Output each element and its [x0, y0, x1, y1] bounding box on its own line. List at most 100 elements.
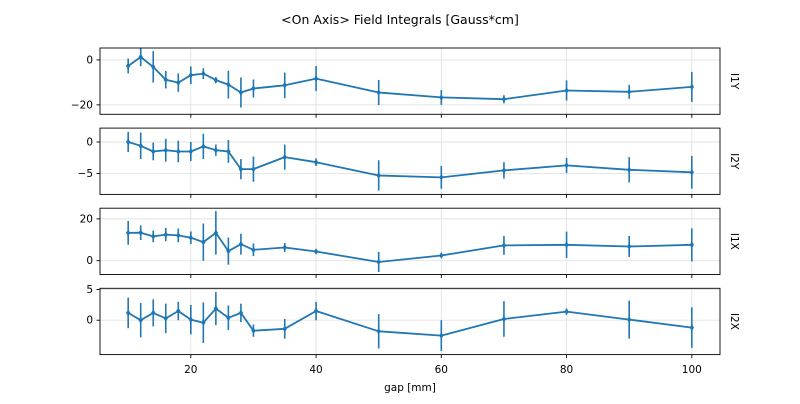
x-tick-label: 80 — [560, 364, 573, 376]
data-point-marker — [313, 307, 319, 315]
data-point-marker — [564, 308, 569, 315]
markers — [125, 305, 695, 339]
data-point-marker — [201, 143, 206, 150]
panel-frame — [99, 287, 721, 356]
data-point-marker — [238, 89, 244, 96]
data-point-marker — [564, 87, 569, 94]
panel-frame — [99, 47, 721, 115]
data-point-marker — [151, 309, 156, 317]
y-tick-label: 0 — [86, 136, 93, 148]
data-point-marker — [176, 232, 181, 239]
data-point-marker — [138, 316, 143, 324]
data-point-marker — [501, 242, 507, 249]
data-point-marker — [163, 231, 168, 238]
data-point-marker — [564, 241, 569, 249]
data-point-marker — [626, 316, 632, 323]
ticks — [96, 141, 693, 198]
data-point-marker — [501, 167, 507, 174]
y-tick-label: 0 — [86, 315, 93, 327]
data-point-marker — [376, 258, 381, 266]
data-point-marker — [188, 71, 194, 79]
y-tick-label: −20 — [71, 99, 93, 111]
data-point-marker — [226, 247, 231, 255]
data-point-marker — [238, 165, 244, 173]
data-point-marker — [201, 319, 206, 326]
subplot-panels: 0 −20 I1Y 0 −5 I2Y 20 0 I1X 5 0 20 40 60 80 100 I2X — [71, 47, 740, 376]
data-point-marker — [125, 138, 131, 146]
data-point-marker — [151, 148, 156, 155]
data-point-marker — [689, 83, 695, 91]
data-point-marker — [282, 325, 287, 333]
data-point-marker — [376, 172, 381, 179]
panel-right-label: I1Y — [728, 73, 740, 90]
data-point-marker — [626, 166, 632, 174]
data-point-marker — [439, 94, 444, 101]
panel-right-label: I2Y — [728, 153, 740, 170]
data-point-marker — [151, 63, 156, 71]
data-point-marker — [138, 53, 143, 61]
panel-frame — [99, 207, 721, 275]
data-point-marker — [282, 82, 287, 89]
ticks — [96, 289, 693, 359]
data-point-marker — [138, 142, 143, 150]
panel-right-label: I2X — [728, 313, 740, 330]
data-point-marker — [125, 309, 131, 317]
data-point-marker — [176, 307, 181, 315]
data-point-marker — [501, 95, 507, 103]
data-point-marker — [238, 240, 244, 248]
panel-i2y: 0 −5 I2Y — [78, 127, 740, 198]
data-point-marker — [151, 233, 156, 240]
data-point-marker — [163, 315, 168, 322]
data-point-marker — [439, 174, 444, 181]
data-point-marker — [125, 229, 131, 237]
data-point-marker — [213, 76, 219, 84]
x-tick-label: 100 — [682, 364, 702, 376]
data-point-marker — [201, 70, 206, 77]
data-point-marker — [188, 316, 194, 323]
y-tick-label: 0 — [86, 54, 93, 66]
data-point-marker — [251, 246, 256, 254]
data-point-marker — [163, 76, 168, 83]
y-tick-label: 20 — [80, 213, 93, 225]
data-point-marker — [689, 241, 695, 249]
data-point-marker — [213, 229, 219, 237]
data-point-marker — [689, 324, 695, 331]
data-point-marker — [376, 327, 381, 335]
data-point-marker — [439, 252, 444, 259]
data-point-marker — [226, 148, 231, 155]
data-point-marker — [213, 146, 219, 154]
x-tick-label: 60 — [435, 364, 448, 376]
data-point-marker — [626, 88, 632, 96]
data-point-marker — [376, 89, 381, 96]
data-point-marker — [439, 332, 444, 339]
figure-title: <On Axis> Field Integrals [Gauss*cm] — [281, 12, 519, 27]
data-point-marker — [689, 169, 695, 176]
data-point-marker — [282, 153, 287, 161]
data-point-marker — [564, 162, 569, 169]
data-point-marker — [163, 146, 168, 154]
gridlines — [100, 208, 720, 275]
data-point-marker — [176, 148, 181, 155]
data-point-marker — [251, 85, 256, 92]
data-point-marker — [176, 79, 181, 86]
data-point-marker — [313, 158, 319, 166]
markers — [125, 53, 695, 103]
markers — [125, 229, 695, 266]
data-point-marker — [201, 238, 206, 246]
data-point-marker — [251, 327, 256, 334]
data-point-marker — [313, 75, 319, 82]
data-point-marker — [251, 165, 256, 173]
data-point-marker — [188, 148, 194, 155]
x-tick-label: 20 — [184, 364, 197, 376]
data-point-marker — [626, 243, 632, 250]
data-point-marker — [282, 244, 287, 251]
panel-i1x: 20 0 I1X — [80, 207, 740, 278]
data-point-marker — [238, 309, 244, 317]
y-tick-label: 0 — [86, 255, 93, 267]
data-point-marker — [188, 234, 194, 241]
y-tick-label: −5 — [78, 168, 93, 180]
data-point-marker — [138, 229, 143, 236]
data-point-marker — [226, 314, 231, 322]
x-axis-label: gap [mm] — [384, 382, 436, 394]
